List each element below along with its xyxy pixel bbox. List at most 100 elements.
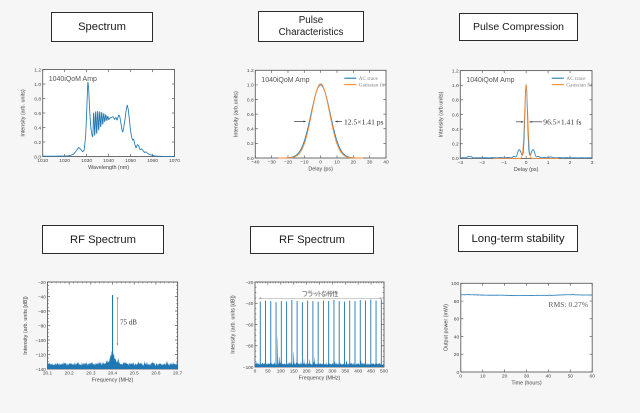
svg-text:1.2: 1.2 [452, 68, 459, 74]
svg-text:20.2: 20.2 [65, 371, 75, 376]
svg-text:−2: −2 [479, 160, 485, 166]
svg-text:0: 0 [525, 160, 528, 166]
svg-text:100: 100 [277, 369, 285, 375]
svg-text:1.0: 1.0 [34, 82, 41, 88]
svg-text:1.0: 1.0 [452, 83, 459, 89]
svg-text:3: 3 [591, 160, 594, 166]
svg-text:0.8: 0.8 [34, 96, 41, 102]
svg-text:Intensity (arb.units): Intensity (arb.units) [233, 91, 239, 137]
svg-text:400: 400 [354, 369, 362, 375]
svg-text:1010: 1010 [37, 158, 48, 164]
svg-text:Intensity (arb. units [dB]): Intensity (arb. units [dB]) [231, 295, 237, 354]
svg-text:20.4: 20.4 [108, 371, 118, 376]
svg-text:−80: −80 [245, 344, 253, 349]
svg-text:0: 0 [319, 160, 322, 166]
svg-text:0.0: 0.0 [452, 156, 459, 162]
svg-text:75 dB: 75 dB [120, 318, 137, 326]
svg-text:12.5×1.41 ps: 12.5×1.41 ps [344, 117, 384, 126]
svg-text:−100: −100 [243, 365, 254, 370]
svg-text:0.6: 0.6 [34, 111, 41, 117]
svg-text:20: 20 [454, 352, 460, 358]
svg-text:50: 50 [568, 374, 574, 380]
svg-text:0.0: 0.0 [34, 154, 41, 160]
svg-text:50: 50 [265, 369, 271, 375]
svg-text:1.0: 1.0 [247, 83, 254, 89]
svg-text:1040iQoM Amp: 1040iQoM Amp [49, 76, 97, 83]
svg-text:−120: −120 [35, 352, 46, 357]
svg-text:1020: 1020 [59, 158, 70, 164]
svg-text:Time (hours): Time (hours) [511, 381, 542, 387]
svg-text:−20: −20 [245, 280, 253, 285]
svg-text:2: 2 [569, 160, 572, 166]
svg-text:Intensity (arb. units): Intensity (arb. units) [21, 89, 27, 137]
svg-text:0.6: 0.6 [247, 112, 254, 118]
svg-text:−10: −10 [300, 160, 309, 166]
svg-text:0: 0 [254, 369, 257, 375]
svg-text:300: 300 [328, 369, 336, 375]
svg-text:40: 40 [383, 160, 389, 166]
svg-text:1040iQoM Amp: 1040iQoM Amp [261, 77, 309, 84]
svg-text:1: 1 [547, 160, 550, 166]
svg-text:−20: −20 [38, 280, 46, 285]
svg-text:20.1: 20.1 [43, 371, 53, 376]
svg-text:−3: −3 [458, 160, 464, 166]
svg-text:0.2: 0.2 [34, 140, 41, 146]
svg-text:0.4: 0.4 [247, 127, 254, 133]
svg-text:500: 500 [380, 369, 388, 375]
svg-text:250: 250 [315, 369, 323, 375]
svg-text:Gaussian fit: Gaussian fit [566, 82, 592, 89]
svg-text:−60: −60 [245, 322, 253, 327]
svg-text:0.8: 0.8 [247, 97, 254, 103]
svg-text:0: 0 [459, 374, 462, 380]
svg-text:−1: −1 [501, 160, 507, 166]
svg-text:−40: −40 [245, 301, 253, 306]
svg-text:−40: −40 [38, 294, 46, 299]
svg-text:1070: 1070 [169, 158, 180, 164]
svg-text:Output power (mW): Output power (mW) [443, 304, 449, 351]
svg-text:−40: −40 [251, 160, 260, 166]
svg-text:Intensity (arb.units): Intensity (arb.units) [438, 91, 444, 137]
svg-text:0.4: 0.4 [452, 127, 459, 133]
svg-text:AC trace: AC trace [566, 76, 586, 82]
svg-text:96.5×1.41 fs: 96.5×1.41 fs [543, 118, 581, 127]
svg-text:1050: 1050 [125, 158, 136, 164]
svg-text:−140: −140 [35, 367, 46, 372]
svg-text:450: 450 [367, 369, 375, 375]
svg-text:1040: 1040 [103, 158, 114, 164]
svg-text:20.5: 20.5 [130, 371, 140, 376]
svg-text:20.3: 20.3 [86, 371, 96, 376]
svg-text:40: 40 [454, 334, 460, 340]
svg-text:Delay (ps): Delay (ps) [514, 167, 539, 173]
svg-text:10: 10 [480, 374, 486, 380]
svg-text:0.2: 0.2 [452, 142, 459, 148]
svg-text:Delay (ps): Delay (ps) [308, 167, 333, 173]
svg-text:150: 150 [290, 369, 298, 375]
svg-text:20: 20 [502, 374, 508, 380]
svg-text:Intensity (arb. units [dB]): Intensity (arb. units [dB]) [23, 296, 29, 355]
svg-text:−20: −20 [284, 160, 293, 166]
svg-text:30: 30 [367, 160, 373, 166]
svg-text:60: 60 [589, 374, 595, 380]
svg-text:20.7: 20.7 [173, 371, 183, 376]
svg-text:0.0: 0.0 [247, 156, 254, 162]
svg-text:0.8: 0.8 [452, 98, 459, 104]
svg-text:60: 60 [454, 317, 460, 323]
svg-text:1040iQoM Amp: 1040iQoM Amp [466, 77, 514, 84]
svg-text:0.2: 0.2 [247, 141, 254, 147]
svg-text:0: 0 [456, 370, 459, 376]
svg-text:40: 40 [546, 374, 552, 380]
svg-text:20.6: 20.6 [151, 371, 161, 376]
svg-text:Frequency (MHz): Frequency (MHz) [299, 376, 341, 382]
svg-text:100: 100 [451, 281, 459, 287]
svg-text:1030: 1030 [81, 158, 92, 164]
svg-text:30: 30 [524, 374, 530, 380]
svg-text:−60: −60 [38, 309, 46, 314]
svg-text:1.2: 1.2 [247, 68, 254, 74]
svg-text:350: 350 [341, 369, 349, 375]
svg-text:80: 80 [454, 299, 460, 305]
svg-text:−80: −80 [38, 323, 46, 328]
svg-text:1.2: 1.2 [34, 67, 41, 73]
svg-text:10: 10 [334, 160, 340, 166]
svg-text:0.6: 0.6 [452, 112, 459, 118]
svg-text:−100: −100 [35, 338, 46, 343]
